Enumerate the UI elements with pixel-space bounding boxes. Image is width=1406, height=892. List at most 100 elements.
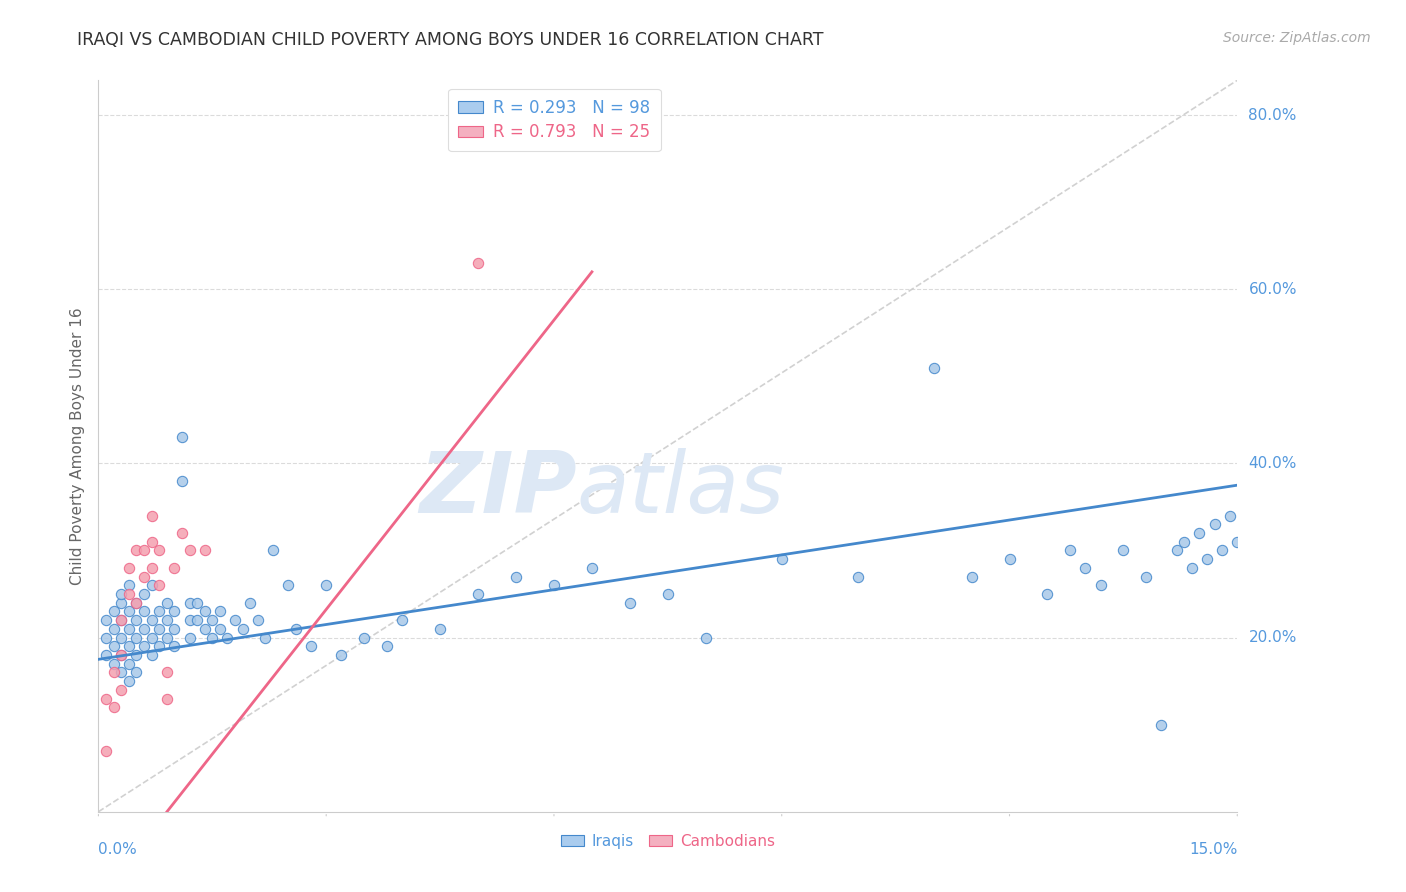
Point (194, 604, 217, 618)
Point (94, 744, 117, 758)
Point (132, 569, 155, 583)
Point (118, 604, 141, 618)
Point (110, 596, 132, 610)
Point (118, 561, 141, 575)
Point (103, 622, 125, 636)
Point (846, 569, 869, 583)
Y-axis label: Child Poverty Among Boys Under 16: Child Poverty Among Boys Under 16 (69, 307, 84, 585)
Point (156, 596, 179, 610)
Legend: Iraqis, Cambodians: Iraqis, Cambodians (555, 828, 780, 855)
Point (695, 631, 717, 645)
Text: 80.0%: 80.0% (1249, 108, 1296, 122)
Point (1074, 561, 1097, 575)
Point (429, 622, 451, 636)
Point (118, 622, 141, 636)
Text: Source: ZipAtlas.com: Source: ZipAtlas.com (1223, 31, 1371, 45)
Point (141, 508, 163, 523)
Point (110, 665, 132, 680)
Point (960, 569, 983, 583)
Point (619, 596, 641, 610)
Point (194, 543, 217, 558)
Text: atlas: atlas (576, 449, 785, 532)
Point (1173, 534, 1195, 549)
Point (156, 631, 179, 645)
Point (1181, 561, 1204, 575)
Point (110, 587, 132, 601)
Point (330, 648, 353, 662)
Point (375, 640, 398, 654)
Point (148, 640, 170, 654)
Point (505, 569, 527, 583)
Point (232, 622, 254, 636)
Point (156, 691, 179, 706)
Text: 60.0%: 60.0% (1249, 282, 1296, 297)
Point (94, 648, 117, 662)
Point (201, 631, 224, 645)
Point (148, 543, 170, 558)
Point (998, 552, 1021, 566)
Point (1135, 569, 1157, 583)
Point (148, 578, 170, 592)
Point (94, 691, 117, 706)
Point (132, 587, 155, 601)
Point (299, 640, 322, 654)
Point (141, 631, 163, 645)
Point (179, 631, 201, 645)
Point (179, 596, 201, 610)
Point (163, 561, 186, 575)
Point (315, 578, 337, 592)
Point (148, 622, 170, 636)
Point (224, 613, 246, 627)
Text: 40.0%: 40.0% (1249, 456, 1296, 471)
Point (170, 474, 193, 488)
Point (353, 631, 375, 645)
Point (125, 648, 148, 662)
Point (148, 604, 170, 618)
Point (201, 613, 224, 627)
Point (1204, 517, 1226, 532)
Point (94, 631, 117, 645)
Point (1211, 543, 1233, 558)
Text: ZIP: ZIP (419, 449, 576, 532)
Point (141, 578, 163, 592)
Point (132, 543, 155, 558)
Point (163, 604, 186, 618)
Point (132, 640, 155, 654)
Point (156, 665, 179, 680)
Point (1226, 534, 1249, 549)
Point (246, 613, 269, 627)
Point (657, 587, 679, 601)
Point (125, 665, 148, 680)
Point (141, 561, 163, 575)
Point (277, 578, 299, 592)
Point (217, 631, 239, 645)
Point (163, 622, 186, 636)
Point (118, 640, 141, 654)
Point (163, 640, 186, 654)
Point (125, 596, 148, 610)
Point (170, 526, 193, 541)
Point (1166, 543, 1188, 558)
Point (110, 631, 132, 645)
Point (467, 256, 489, 270)
Point (110, 613, 132, 627)
Point (118, 587, 141, 601)
Point (94, 613, 117, 627)
Point (262, 543, 284, 558)
Point (1188, 526, 1211, 541)
Point (179, 613, 201, 627)
Point (543, 578, 565, 592)
Point (1090, 578, 1112, 592)
Point (141, 648, 163, 662)
Point (110, 648, 132, 662)
Point (125, 596, 148, 610)
Point (467, 587, 489, 601)
Point (1195, 552, 1218, 566)
Point (141, 613, 163, 627)
Point (254, 631, 277, 645)
Point (132, 604, 155, 618)
Point (110, 648, 132, 662)
Point (125, 543, 148, 558)
Text: 0.0%: 0.0% (98, 842, 138, 857)
Point (208, 604, 231, 618)
